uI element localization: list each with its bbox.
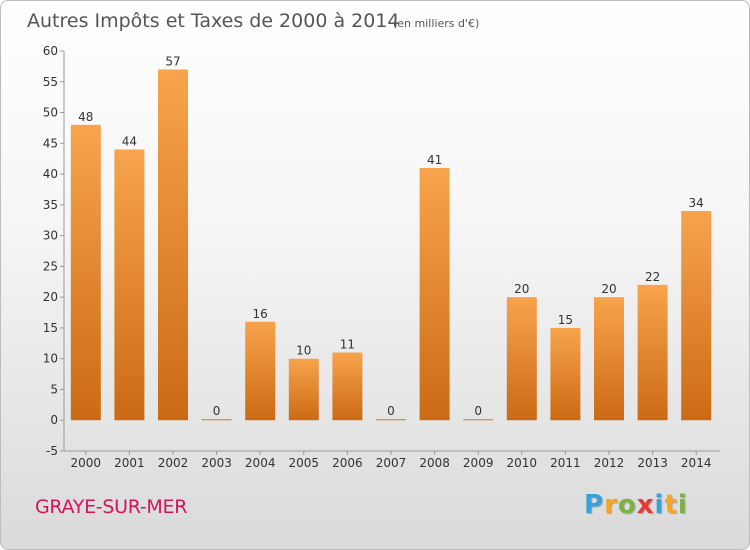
brand-letter: i bbox=[677, 490, 688, 520]
y-tick-label: 20 bbox=[43, 290, 58, 304]
x-tick-label: 2007 bbox=[376, 456, 407, 470]
y-tick-label: 30 bbox=[43, 229, 58, 243]
bar-2003 bbox=[201, 419, 232, 421]
bar-2005 bbox=[288, 358, 319, 421]
x-tick-label: 2000 bbox=[71, 456, 102, 470]
bar-2011 bbox=[550, 327, 581, 421]
bar-2002 bbox=[158, 69, 188, 421]
bar-2006 bbox=[332, 352, 363, 421]
bar-2012 bbox=[594, 297, 624, 421]
data-label-2004: 16 bbox=[253, 307, 268, 321]
x-tick-label: 2012 bbox=[594, 456, 625, 470]
bars: 48 44 57 0 16 10 11 0 41 0 20 15 20 22 34 bbox=[70, 54, 712, 421]
brand-letter: i bbox=[654, 490, 665, 520]
data-label-2014: 34 bbox=[689, 196, 704, 210]
y-tick-label: 25 bbox=[43, 259, 58, 273]
x-tick-label: 2005 bbox=[289, 456, 320, 470]
y-tick-label: 5 bbox=[50, 382, 58, 396]
y-tick-label: 0 bbox=[50, 413, 58, 427]
bar-2004 bbox=[245, 321, 276, 421]
bar-2000 bbox=[70, 124, 101, 421]
y-tick-label: 15 bbox=[43, 321, 58, 335]
place-name: GRAYE-SUR-MER bbox=[35, 496, 188, 518]
y-tick-label: 50 bbox=[43, 106, 58, 120]
bar-2007 bbox=[376, 419, 406, 421]
x-tick-label: 2014 bbox=[681, 456, 712, 470]
y-tick-label: 35 bbox=[43, 198, 58, 212]
bar-2013 bbox=[637, 284, 668, 421]
brand-letter: x bbox=[636, 490, 655, 520]
data-label-2008: 41 bbox=[427, 153, 442, 167]
x-tick-label: 2001 bbox=[114, 456, 145, 470]
brand-logo: Proxiti bbox=[584, 490, 688, 520]
brand-letter: o bbox=[617, 490, 637, 520]
bar-2014 bbox=[681, 211, 712, 421]
y-tick-label: 40 bbox=[43, 167, 58, 181]
data-label-2009: 0 bbox=[474, 404, 482, 418]
bar-2009 bbox=[463, 419, 494, 421]
x-tick-label: 2013 bbox=[637, 456, 668, 470]
y-tick-label: 55 bbox=[43, 75, 58, 89]
data-label-2010: 20 bbox=[514, 282, 529, 296]
data-label-2002: 57 bbox=[165, 54, 180, 68]
x-tick-label: 2010 bbox=[507, 456, 538, 470]
brand-letter: r bbox=[604, 490, 618, 520]
x-tick-label: 2009 bbox=[463, 456, 494, 470]
brand-letter: t bbox=[664, 490, 678, 520]
data-label-2011: 15 bbox=[558, 313, 573, 327]
x-tick-label: 2002 bbox=[158, 456, 189, 470]
x-axis: 2000 2001 2002 2003 2004 2005 2006 2007 2008 2009… bbox=[64, 450, 720, 470]
y-tick-label: -5 bbox=[46, 444, 58, 458]
x-tick-label: 2003 bbox=[201, 456, 232, 470]
data-label-2001: 44 bbox=[122, 134, 137, 148]
chart-subtitle: (en milliers d'€) bbox=[393, 17, 479, 30]
bar-2008 bbox=[419, 167, 450, 421]
data-label-2013: 22 bbox=[645, 270, 660, 284]
x-tick-label: 2011 bbox=[550, 456, 581, 470]
bar-2010 bbox=[506, 297, 537, 421]
data-label-2005: 10 bbox=[296, 344, 311, 358]
y-tick-label: 10 bbox=[43, 352, 58, 366]
y-axis: -5 0 5 10 15 20 25 30 35 40 45 50 55 60 bbox=[43, 44, 65, 458]
data-label-2000: 48 bbox=[78, 110, 93, 124]
data-label-2006: 11 bbox=[340, 338, 355, 352]
bar-2001 bbox=[114, 149, 145, 421]
chart-title: Autres Impôts et Taxes de 2000 à 2014 bbox=[27, 10, 400, 32]
data-label-2007: 0 bbox=[387, 404, 395, 418]
brand-letter: P bbox=[584, 490, 605, 520]
x-tick-label: 2006 bbox=[332, 456, 363, 470]
x-tick-label: 2004 bbox=[245, 456, 276, 470]
y-tick-label: 60 bbox=[43, 44, 58, 58]
y-tick-label: 45 bbox=[43, 136, 58, 150]
data-label-2003: 0 bbox=[213, 404, 221, 418]
x-tick-label: 2008 bbox=[419, 456, 450, 470]
data-label-2012: 20 bbox=[601, 282, 616, 296]
